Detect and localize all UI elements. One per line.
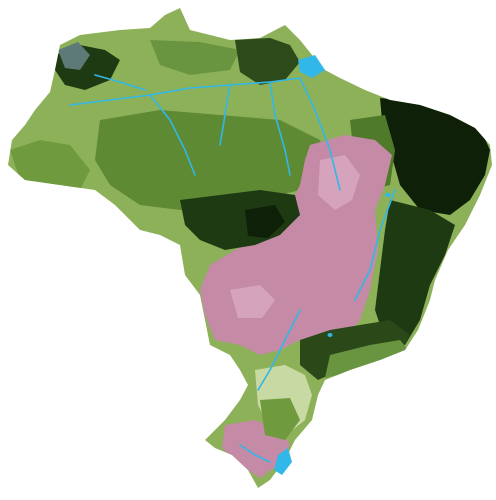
river-tocantins xyxy=(299,77,341,191)
forest-darkest-northeast xyxy=(380,98,490,215)
forest-mid-region xyxy=(95,110,330,210)
water-bodies xyxy=(274,55,391,475)
forest-darkest-central-core xyxy=(245,205,285,238)
river-tapajos xyxy=(219,84,231,146)
forest-mid-southeast xyxy=(325,340,410,378)
savanna-pink-light-patches xyxy=(318,155,360,210)
reservoir-east xyxy=(385,193,391,197)
land-cover-regions xyxy=(10,38,490,478)
savanna-pink-light-patches-south xyxy=(230,285,275,318)
forest-mid-far-south xyxy=(260,398,300,440)
river-madeira xyxy=(149,94,196,176)
river-negro xyxy=(94,74,146,91)
forest-dark-north xyxy=(235,38,300,85)
rivers xyxy=(69,74,396,463)
slate-wetland-northwest xyxy=(58,42,90,70)
reservoir-southeast xyxy=(327,333,333,337)
forest-dark-east xyxy=(375,200,455,345)
river-parana xyxy=(257,309,301,391)
lagoa-dos-patos xyxy=(274,448,292,475)
forest-mid-region-west xyxy=(10,140,90,190)
river-xingu xyxy=(269,81,291,176)
forest-mid-region-north xyxy=(150,40,240,75)
marajo-bay xyxy=(306,62,320,72)
river-sao-francisco xyxy=(354,189,396,301)
river-uruguay xyxy=(239,444,271,463)
